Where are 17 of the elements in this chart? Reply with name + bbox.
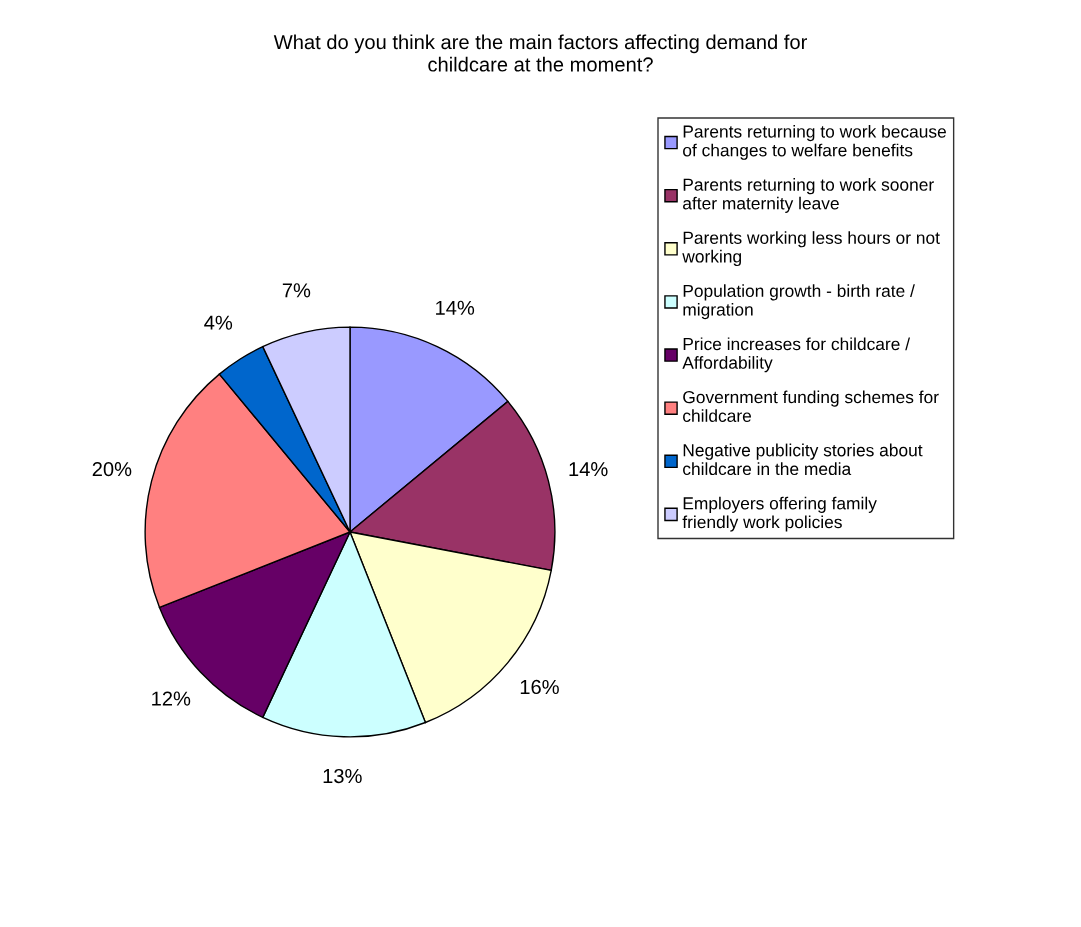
data-label: 4% — [204, 315, 233, 330]
data-label: 12% — [152, 691, 191, 706]
legend-label: Negative publicity stories about childcare in the media — [683, 443, 923, 476]
legend-label: Government funding schemes for childcare — [683, 390, 939, 422]
data-label: 16% — [520, 679, 559, 695]
legend-label: Parents returning to work sooner after maternity leave — [683, 178, 934, 213]
legend-label: Employers offering family friendly work policies — [682, 496, 877, 532]
data-label: 13% — [323, 768, 362, 784]
data-label: 14% — [569, 462, 608, 477]
legend-label: Population growth - birth rate / migration — [683, 284, 915, 320]
data-label: 7% — [282, 283, 311, 298]
data-label: 20% — [92, 462, 132, 477]
legend-label: Parents returning to work because of changes to welfare benefits — [683, 124, 946, 160]
chart-title: What do you think are the main factors affecting demand for childcare at the moment? — [273, 34, 807, 72]
data-label: 14% — [436, 300, 475, 315]
legend-label: Parents working less hours or not working — [682, 231, 940, 267]
legend-label: Price increases for childcare / Affordability — [682, 337, 911, 373]
